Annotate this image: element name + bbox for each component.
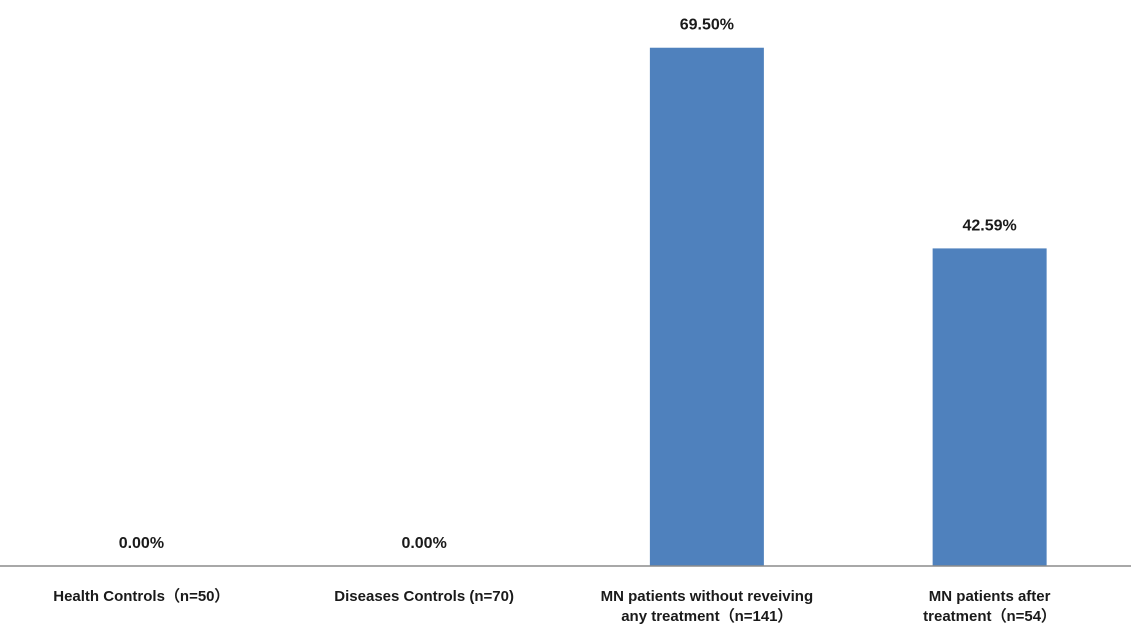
category-label-2-line-1: any treatment（n=141） xyxy=(621,607,792,625)
category-label-1-line-0: Diseases Controls (n=70) xyxy=(334,588,514,605)
category-label-3-line-0: MN patients after xyxy=(929,588,1051,605)
data-label-1: 0.00% xyxy=(401,535,446,552)
data-label-0: 0.00% xyxy=(119,535,164,552)
category-labels-layer: Health Controls（n=50） Diseases Controls (… xyxy=(53,587,1056,625)
category-label-2-line-0: MN patients without reveiving xyxy=(601,588,814,605)
data-label-3: 42.59% xyxy=(962,217,1016,234)
data-label-2: 69.50% xyxy=(680,17,734,34)
category-label-0: Health Controls（n=50） xyxy=(53,587,229,605)
bar-2 xyxy=(649,47,764,567)
category-label-1: Diseases Controls (n=70) xyxy=(334,588,514,605)
data-labels-layer: 0.00% 0.00% 69.50% 42.59% xyxy=(119,17,1017,552)
bar-3 xyxy=(932,248,1047,566)
bars-layer xyxy=(649,47,1047,567)
category-label-3-line-1: treatment（n=54） xyxy=(923,607,1056,625)
category-label-2: MN patients without reveiving any treatme… xyxy=(601,588,814,625)
category-label-0-line-0: Health Controls（n=50） xyxy=(53,587,229,605)
category-label-3: MN patients after treatment（n=54） xyxy=(923,588,1056,625)
